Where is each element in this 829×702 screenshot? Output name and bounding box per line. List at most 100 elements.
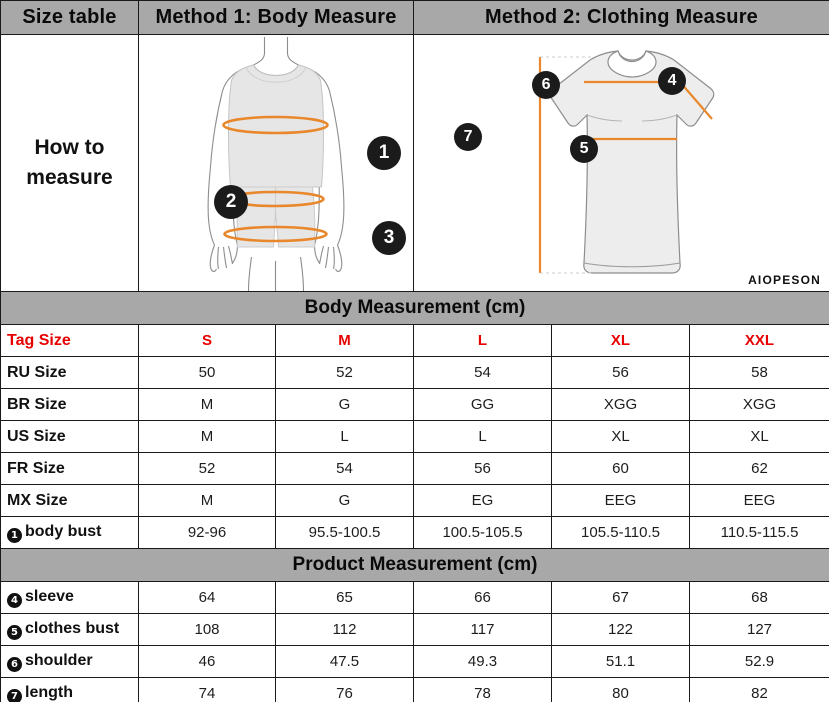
tshirt-shape: [549, 50, 714, 274]
table-row: US Size M L L XL XL: [0, 420, 829, 453]
header-size-table: Size table: [0, 0, 139, 35]
cell: 62: [689, 452, 829, 485]
product-section-title: Product Measurement (cm): [0, 548, 829, 582]
cell: 74: [138, 677, 276, 702]
cell: EEG: [689, 484, 829, 517]
row-label-shoulder: 6 shoulder: [0, 645, 139, 678]
row-label-body-bust: 1 body bust: [0, 516, 139, 549]
cell: 49.3: [413, 645, 553, 678]
cell: XL: [689, 420, 829, 453]
clothing-measure-illustration: 4 5 6 7 AIOPESON: [413, 34, 829, 292]
cell: 78: [413, 677, 553, 702]
row-label: RU Size: [0, 356, 139, 389]
table-row: 5 clothes bust 108 112 117 122 127: [0, 613, 829, 646]
tag-size-label: Tag Size: [0, 324, 139, 357]
table-row: 7 length 74 76 78 80 82: [0, 677, 829, 702]
cell: M: [138, 420, 276, 453]
cell: M: [138, 388, 276, 421]
body-measure-illustration: 1 2 3: [137, 34, 415, 292]
cell: 47.5: [274, 645, 415, 678]
size-column-xxl: XXL: [689, 324, 829, 357]
badge-1-body-bust: 1: [367, 136, 401, 170]
table-row: 1 body bust 92-96 95.5-100.5 100.5-105.5 …: [0, 516, 829, 549]
table-row: RU Size 50 52 54 56 58: [0, 356, 829, 389]
row-label: BR Size: [0, 388, 139, 421]
table-row: FR Size 52 54 56 60 62: [0, 452, 829, 485]
cell: EEG: [551, 484, 691, 517]
cell: 64: [138, 581, 276, 614]
sleeve-measure-line: [678, 81, 713, 120]
row-label-text: body bust: [25, 522, 102, 540]
cell: 127: [689, 613, 829, 646]
cell: G: [274, 484, 415, 517]
cell: 80: [551, 677, 691, 702]
badge-3-hip: 3: [372, 221, 406, 255]
cell: 56: [551, 356, 691, 389]
marker-6-icon: 6: [7, 656, 22, 672]
cell: 68: [689, 581, 829, 614]
cell: G: [274, 388, 415, 421]
cell: 122: [551, 613, 691, 646]
tank-top-shape: [227, 64, 325, 188]
marker-7-icon: 7: [7, 688, 22, 702]
cell: 117: [413, 613, 553, 646]
tshirt-figure-svg: [538, 50, 714, 274]
cell: 110.5-115.5: [689, 516, 829, 549]
body-section-header-row: Body Measurement (cm): [0, 291, 829, 325]
cell: 92-96: [138, 516, 276, 549]
bust-measure-line: [222, 115, 329, 135]
cell: XGG: [551, 388, 691, 421]
cell: GG: [413, 388, 553, 421]
cell: XGG: [689, 388, 829, 421]
cell: 108: [138, 613, 276, 646]
cell: 56: [413, 452, 553, 485]
header-method-2: Method 2: Clothing Measure: [413, 0, 829, 35]
row-label-clothes-bust: 5 clothes bust: [0, 613, 139, 646]
badge-7-length: 7: [454, 123, 483, 151]
product-section-header-row: Product Measurement (cm): [0, 548, 829, 582]
body-figure-wrap: 1 2 3: [139, 35, 413, 291]
row-label-text: clothes bust: [25, 619, 120, 637]
marker-5-icon: 5: [7, 624, 22, 640]
body-figure-svg: [207, 37, 345, 291]
cell: 76: [274, 677, 415, 702]
cell: 95.5-100.5: [274, 516, 415, 549]
cell: M: [138, 484, 276, 517]
table-row: BR Size M G GG XGG XGG: [0, 388, 829, 421]
cell: 46: [138, 645, 276, 678]
row-label: MX Size: [0, 484, 139, 517]
how-to-measure-label: How to measure: [26, 135, 113, 189]
badge-6-shoulder: 6: [532, 71, 561, 99]
marker-1-icon: 1: [7, 527, 22, 543]
shorts-shape: [236, 186, 316, 248]
table-row: 6 shoulder 46 47.5 49.3 51.1 52.9: [0, 645, 829, 678]
header-method-1: Method 1: Body Measure: [137, 0, 415, 35]
cell: 105.5-110.5: [551, 516, 691, 549]
size-column-xl: XL: [551, 324, 691, 357]
badge-4-sleeve: 4: [658, 67, 687, 95]
table-row: 4 sleeve 64 65 66 67 68: [0, 581, 829, 614]
tag-size-header-row: Tag Size S M L XL XXL: [0, 324, 829, 357]
brand-watermark: AIOPESON: [748, 273, 822, 287]
cell: 52: [274, 356, 415, 389]
cell: EG: [413, 484, 553, 517]
row-label: FR Size: [0, 452, 139, 485]
cell: 54: [274, 452, 415, 485]
marker-4-icon: 4: [7, 592, 22, 608]
size-column-m: M: [274, 324, 415, 357]
row-label-text: shoulder: [25, 651, 93, 669]
badge-2-waist: 2: [214, 185, 248, 219]
hip-measure-line: [223, 225, 328, 243]
cell: XL: [551, 420, 691, 453]
body-section-title: Body Measurement (cm): [0, 291, 829, 325]
cell: L: [274, 420, 415, 453]
cell: 66: [413, 581, 553, 614]
row-label-length: 7 length: [0, 677, 139, 702]
how-to-measure-cell: How to measure: [0, 34, 139, 292]
cell: 60: [551, 452, 691, 485]
cell: 67: [551, 581, 691, 614]
row-label-text: sleeve: [25, 587, 74, 605]
cell: 52.9: [689, 645, 829, 678]
illustration-row: How to measure: [0, 34, 829, 292]
